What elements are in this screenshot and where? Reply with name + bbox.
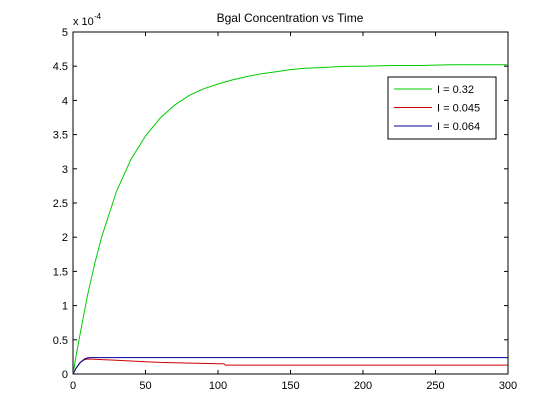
chart-title: Bgal Concentration vs Time: [217, 11, 364, 25]
y-tick-label: 2.5: [53, 198, 68, 210]
y-tick-label: 0.5: [53, 335, 68, 347]
y-tick-label: 4: [62, 95, 68, 107]
series-line-1: [72, 64, 508, 375]
legend-label-1: I = 0.32: [437, 84, 474, 96]
axis-tick-labels: 0 50 100 150 200 250 300 0 0.5 1 1.5 2 2.5 3 3.5 4 4.5 5: [53, 27, 517, 392]
axis-ticks: [72, 31, 509, 375]
x-tick-label: 0: [70, 380, 76, 392]
y-multiplier-exponent: -4: [94, 12, 102, 21]
x-tick-label: 300: [499, 380, 517, 392]
x-tick-label: 200: [354, 380, 372, 392]
series-line-2: [72, 358, 508, 375]
legend: I = 0.32 I = 0.045 I = 0.064: [387, 76, 497, 140]
legend-label-3: I = 0.064: [437, 121, 480, 133]
x-tick-label: 250: [426, 380, 444, 392]
series-line-3: [72, 357, 508, 375]
legend-label-2: I = 0.045: [437, 103, 480, 115]
x-tick-label: 100: [209, 380, 227, 392]
x-tick-label: 50: [139, 380, 151, 392]
y-multiplier-base: x 10: [73, 16, 94, 28]
y-tick-label: 3.5: [53, 130, 68, 142]
y-tick-label: 1.5: [53, 266, 68, 278]
y-axis-multiplier: x 10 -4: [73, 12, 102, 28]
series-lines: [72, 64, 508, 375]
y-tick-label: 2: [62, 232, 68, 244]
y-tick-label: 0: [62, 369, 68, 381]
x-tick-label: 150: [281, 380, 299, 392]
y-tick-label: 5: [62, 27, 68, 39]
y-tick-label: 3: [62, 164, 68, 176]
y-tick-label: 4.5: [53, 61, 68, 73]
y-tick-label: 1: [62, 301, 68, 313]
